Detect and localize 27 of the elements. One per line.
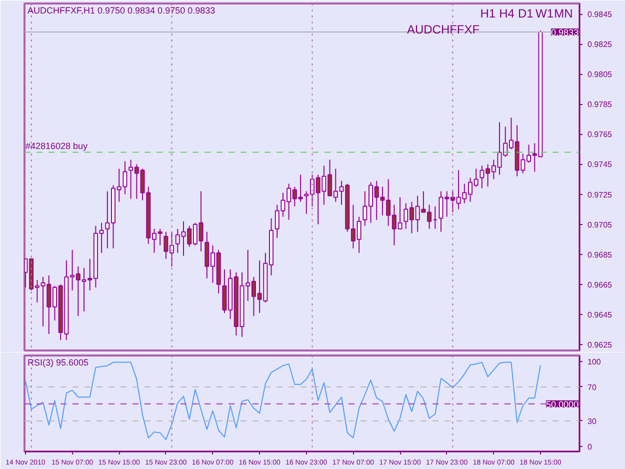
chart-title: RSI(3) 95.6005 [28, 358, 89, 368]
y-tick-label: 0.9805 [588, 70, 613, 80]
ref-line-label: 50.0000 [546, 399, 579, 410]
y-tick-label: 0.9705 [588, 220, 613, 230]
y-tick-label: 0.9825 [588, 40, 613, 50]
annotation: H1 [480, 6, 496, 20]
y-tick-label: 0.9685 [588, 250, 613, 260]
y-tick-label: 0.9665 [588, 280, 613, 290]
ref-line-label: 0.9833 [550, 28, 579, 38]
annotation: AUDCHFFXF [406, 22, 480, 36]
y-tick-label: 30 [588, 416, 597, 426]
chart-title: AUDCHFFXF,H1 0.9750 0.9834 0.9750 0.9833 [28, 6, 216, 16]
y-tick-label: 0.9765 [588, 130, 613, 140]
y-tick-label: 0.9625 [588, 340, 613, 350]
annotation: W1 [536, 6, 554, 20]
y-tick-label: 0.9745 [588, 160, 613, 170]
annotation: #42816028 buy [25, 141, 88, 152]
y-tick-label: 70 [588, 382, 597, 392]
y-tick-label: 0 [588, 442, 592, 452]
annotation: MN [554, 6, 573, 20]
y-tick-label: 0.9645 [588, 310, 613, 320]
y-tick-label: 0.9725 [588, 190, 613, 200]
y-tick-label: 0.9785 [588, 100, 613, 110]
y-tick-label: 0.9845 [588, 10, 613, 20]
y-tick-label: 100 [588, 357, 602, 366]
annotation: D1 [518, 6, 534, 20]
annotation: H4 [499, 6, 515, 20]
